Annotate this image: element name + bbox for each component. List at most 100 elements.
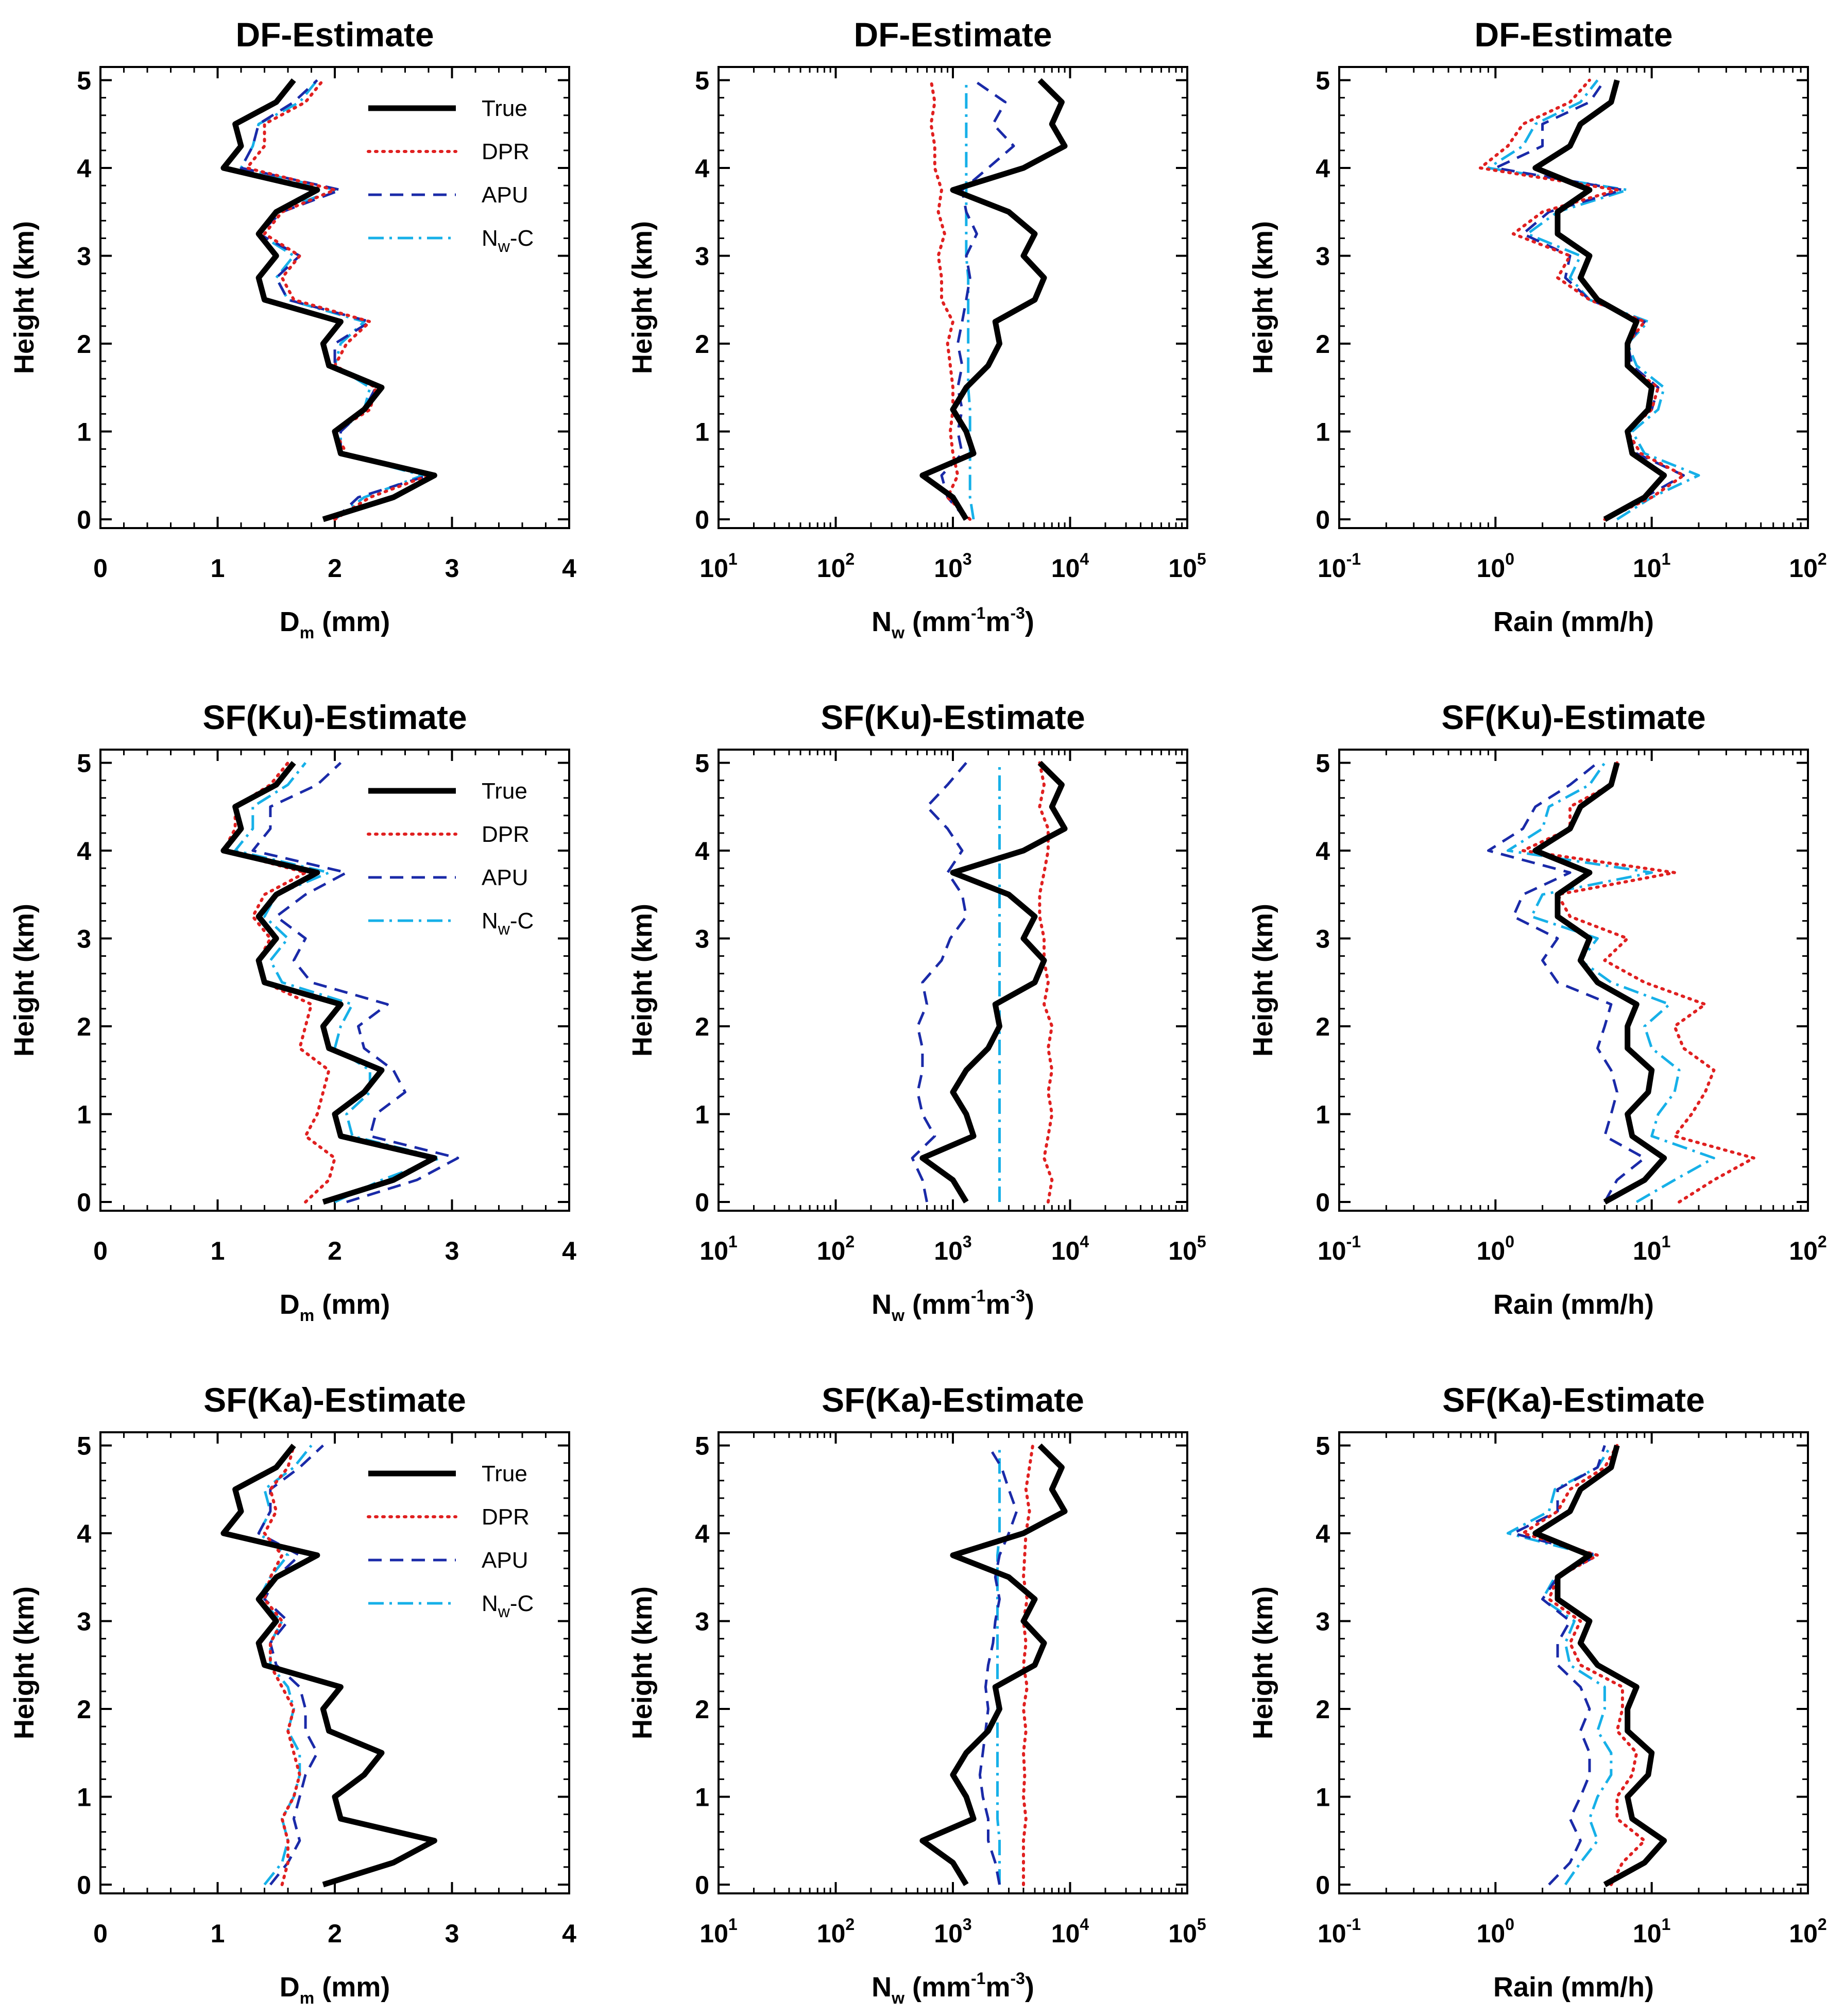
y-tick-label: 2	[1316, 330, 1330, 359]
panel-title: SF(Ku)-Estimate	[821, 698, 1085, 736]
series-group	[220, 1444, 437, 1888]
x-tick-label: 1	[211, 1236, 225, 1265]
x-axis-label-text: Rain (mm/h)	[1493, 1289, 1654, 1320]
x-axis-label-unit: )	[1025, 1289, 1034, 1320]
x-axis-label: Rain (mm/h)	[1493, 606, 1654, 637]
x-axis-label-subscript: m	[300, 623, 314, 642]
y-tick-label: 4	[695, 1519, 709, 1548]
y-tick-label: 3	[77, 1607, 91, 1636]
legend-label: True	[482, 1461, 527, 1486]
y-tick-label: 2	[77, 1012, 91, 1041]
x-tick-label: 100	[1477, 550, 1514, 583]
series-line-apu	[1494, 79, 1685, 521]
x-axis-label-unit: (mm)	[314, 606, 390, 637]
y-tick-label: 5	[1316, 749, 1330, 778]
y-tick-label: 1	[77, 1100, 91, 1129]
x-tick-label: 1	[211, 1919, 225, 1948]
x-tick-base: 10	[1477, 1236, 1506, 1265]
x-tick-base: 10	[699, 554, 728, 583]
series-group	[919, 1443, 1068, 1886]
x-tick-exponent: -1	[1346, 1915, 1361, 1934]
y-tick-label: 5	[77, 1432, 91, 1461]
x-axis-label-superscript: -3	[1010, 604, 1025, 622]
x-tick-label: 101	[1633, 1232, 1670, 1265]
plot-frame	[99, 66, 570, 529]
legend-label-subscript: w	[498, 920, 510, 938]
legend-label-part: N	[482, 1591, 498, 1616]
y-tick-label: 1	[1316, 1783, 1330, 1811]
y-axis-label: Height (km)	[627, 904, 658, 1057]
y-tick-label: 4	[77, 837, 91, 866]
plot-frame	[99, 749, 570, 1212]
x-tick-exponent: 1	[728, 550, 738, 568]
y-tick-label: 4	[1316, 1519, 1330, 1548]
y-tick-label: 4	[1316, 837, 1330, 866]
plot-frame	[718, 749, 1188, 1212]
y-tick-label: 5	[1316, 1432, 1330, 1461]
series-line-nwc	[1506, 762, 1715, 1204]
y-axis-label: Height (km)	[1248, 1586, 1278, 1739]
series-line-dpr	[245, 78, 430, 521]
x-tick-base: 1	[211, 554, 225, 583]
plot-frame	[1338, 1431, 1809, 1894]
y-tick-label: 0	[1316, 505, 1330, 534]
x-tick-label: 2	[328, 554, 342, 583]
y-tick-label: 0	[695, 1188, 709, 1217]
y-tick-label: 0	[1316, 1188, 1330, 1217]
x-tick-exponent: 5	[1197, 1232, 1206, 1251]
series-line-nwc	[234, 762, 442, 1204]
x-tick-base: 4	[562, 1919, 576, 1948]
x-tick-base: 10	[1633, 1236, 1662, 1265]
series-line-apu	[911, 761, 968, 1202]
legend-label: Nw-C	[482, 908, 534, 938]
x-axis-label-text: Rain (mm/h)	[1493, 606, 1654, 637]
series-line-true	[1532, 1445, 1667, 1887]
x-tick-exponent: 2	[845, 1232, 855, 1251]
series-line-apu	[1512, 1445, 1606, 1886]
x-tick-base: 10	[1318, 554, 1346, 583]
series-group	[1478, 78, 1700, 522]
x-tick-exponent: -1	[1346, 1232, 1361, 1251]
x-tick-base: 10	[1477, 554, 1506, 583]
x-axis-label-text: N	[872, 1289, 892, 1320]
x-tick-base: 10	[1633, 1919, 1662, 1948]
x-axis-label-superscript: -1	[971, 1969, 985, 1988]
y-tick-label: 5	[77, 66, 91, 95]
x-tick-label: 4	[562, 1236, 576, 1265]
x-tick-base: 10	[934, 554, 963, 583]
x-tick-base: 10	[699, 1236, 728, 1265]
y-axis-label: Height (km)	[1248, 904, 1278, 1057]
legend-label-part: N	[482, 226, 498, 251]
y-tick-label: 3	[1316, 925, 1330, 954]
x-axis-label: Nw (mm-1m-3)	[872, 604, 1034, 642]
x-tick-base: 10	[1789, 554, 1818, 583]
x-tick-label: 102	[1789, 1232, 1826, 1265]
series-group	[1506, 1444, 1667, 1887]
x-tick-base: 10	[1477, 1919, 1506, 1948]
y-tick-label: 0	[77, 1871, 91, 1900]
panel-title: SF(Ku)-Estimate	[202, 698, 467, 736]
y-axis-label: Height (km)	[627, 1586, 658, 1739]
x-tick-label: 3	[445, 554, 459, 583]
x-axis-label-subscript: w	[891, 1989, 904, 2007]
x-axis-label-unit: (mm	[904, 606, 971, 637]
plot-frame	[1338, 749, 1809, 1212]
x-tick-exponent: 2	[1818, 1232, 1827, 1251]
panel-title: SF(Ka)-Estimate	[203, 1381, 466, 1419]
x-tick-label: 105	[1168, 1232, 1206, 1265]
x-axis-label-superscript: -1	[971, 604, 985, 622]
x-axis-label: Dm (mm)	[280, 1289, 390, 1325]
x-axis-label-subscript: w	[891, 1306, 904, 1325]
x-tick-exponent: 5	[1197, 550, 1206, 568]
x-tick-label: 102	[817, 550, 855, 583]
x-tick-exponent: 3	[963, 1232, 972, 1251]
x-tick-label: 4	[562, 554, 576, 583]
series-line-apu	[978, 1445, 1018, 1885]
y-tick-label: 3	[695, 925, 709, 954]
legend-label: DPR	[482, 139, 530, 164]
x-axis-label: Rain (mm/h)	[1493, 1972, 1654, 2003]
legend-label: Nw-C	[482, 226, 534, 256]
legend-label: True	[482, 96, 527, 121]
x-tick-label: 102	[1789, 550, 1826, 583]
